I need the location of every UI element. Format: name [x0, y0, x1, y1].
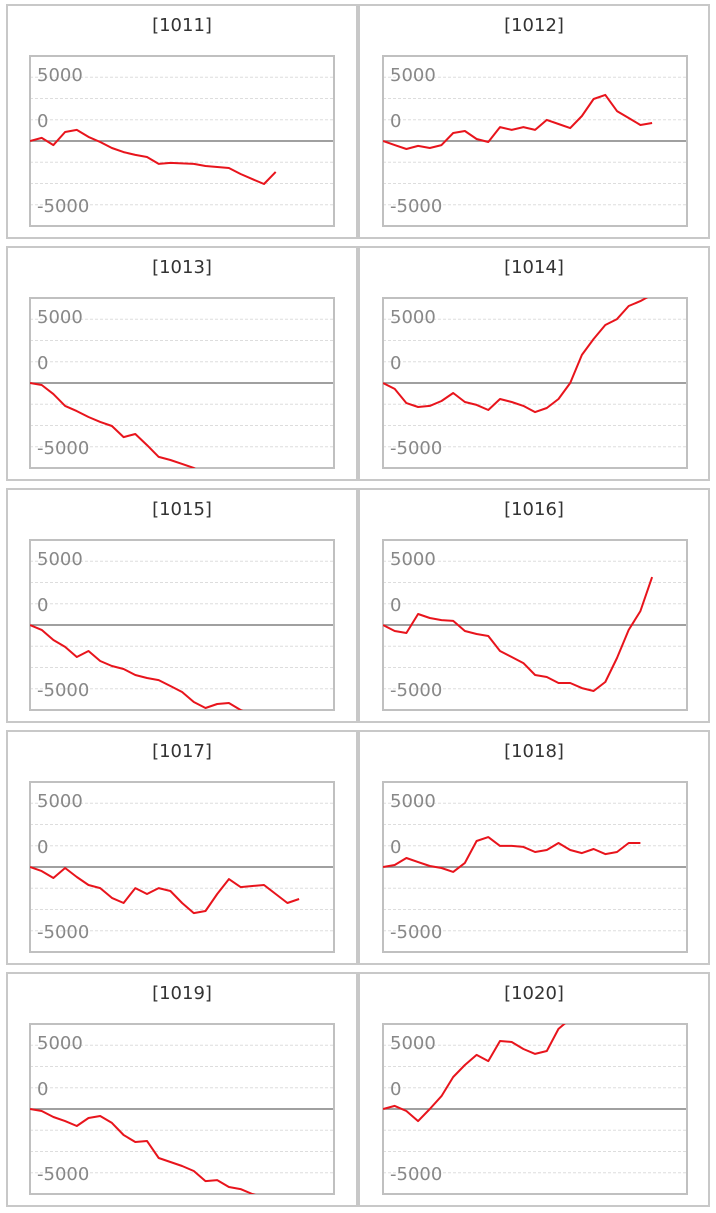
y-tick-label: -5000	[37, 196, 89, 217]
y-tick-label: 0	[37, 1079, 48, 1100]
chart-panel: [1018] 5000 0 -5000	[358, 730, 710, 965]
chart-title: [1014]	[504, 257, 564, 278]
y-tick-label: 5000	[37, 791, 83, 812]
y-tick-label: -5000	[37, 680, 89, 701]
panel-border	[358, 730, 710, 965]
data-line	[383, 93, 653, 150]
data-line	[30, 1108, 256, 1194]
chart-title: [1013]	[152, 257, 212, 278]
chart-panel: [1012] 5000 0 -5000	[358, 4, 710, 239]
chart-panel: [1015] 5000 0 -5000	[6, 488, 358, 723]
data-line	[30, 624, 244, 710]
chart-title: [1019]	[152, 983, 212, 1004]
y-tick-label: 0	[37, 111, 48, 132]
data-line	[383, 836, 641, 873]
y-tick-label: 5000	[390, 791, 436, 812]
y-tick-label: 5000	[390, 65, 436, 86]
y-tick-label: -5000	[390, 922, 442, 943]
panel-border	[6, 4, 358, 239]
chart-title: [1018]	[504, 741, 564, 762]
y-tick-label: 0	[37, 837, 48, 858]
y-tick-label: -5000	[37, 438, 89, 459]
data-line	[383, 576, 654, 692]
chart-title: [1015]	[152, 499, 212, 520]
data-line	[30, 128, 277, 185]
y-tick-label: -5000	[37, 922, 89, 943]
chart-title: [1016]	[504, 499, 564, 520]
y-tick-label: -5000	[390, 438, 442, 459]
y-tick-label: -5000	[390, 680, 442, 701]
y-tick-label: -5000	[390, 1164, 442, 1185]
chart-panel: [1013] 5000 0 -5000	[6, 246, 358, 481]
panel-border	[6, 246, 358, 481]
panel-border	[358, 4, 710, 239]
panel-border	[358, 246, 710, 481]
panel-border	[6, 730, 358, 965]
chart-panel: [1020] 5000 0 -5000	[358, 972, 710, 1207]
chart-title: [1020]	[504, 983, 564, 1004]
y-tick-label: 0	[390, 1079, 401, 1100]
y-tick-label: 5000	[37, 65, 83, 86]
chart-panel: [1011] 5000 0 -5000	[6, 4, 358, 239]
data-line	[30, 382, 196, 468]
data-line	[383, 298, 649, 414]
panel-border	[358, 972, 710, 1207]
y-tick-label: 0	[37, 353, 48, 374]
panel-border	[358, 488, 710, 723]
data-line	[383, 1024, 566, 1123]
y-tick-label: -5000	[390, 196, 442, 217]
y-tick-label: 5000	[390, 549, 436, 570]
y-tick-label: 0	[390, 595, 401, 616]
chart-title: [1011]	[152, 15, 212, 36]
y-tick-label: 0	[37, 595, 48, 616]
chart-panel: [1016] 5000 0 -5000	[358, 488, 710, 723]
y-tick-label: 5000	[390, 1033, 436, 1054]
y-tick-label: 5000	[390, 307, 436, 328]
y-tick-label: 5000	[37, 1033, 83, 1054]
panel-border	[6, 488, 358, 723]
chart-title: [1012]	[504, 15, 564, 36]
y-tick-label: 0	[390, 111, 401, 132]
chart-panel: [1019] 5000 0 -5000	[6, 972, 358, 1207]
chart-panel: [1017] 5000 0 -5000	[6, 730, 358, 965]
panel-border	[6, 972, 358, 1207]
y-tick-label: 5000	[37, 549, 83, 570]
y-tick-label: 0	[390, 353, 401, 374]
y-tick-label: 0	[390, 837, 401, 858]
y-tick-label: -5000	[37, 1164, 89, 1185]
chart-title: [1017]	[152, 741, 212, 762]
chart-panel: [1014] 5000 0 -5000	[358, 246, 710, 481]
data-line	[30, 866, 300, 915]
y-tick-label: 5000	[37, 307, 83, 328]
